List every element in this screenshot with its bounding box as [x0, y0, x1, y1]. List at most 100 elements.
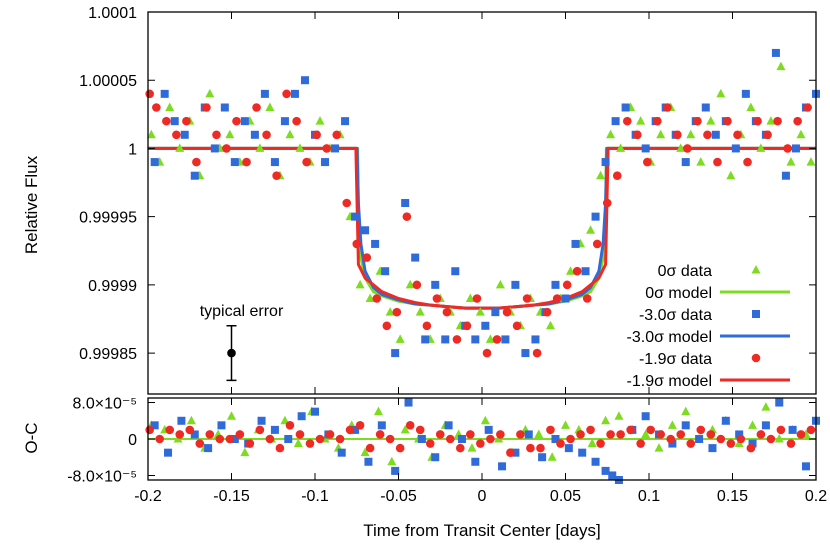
data-point-s0-21 [355, 279, 365, 289]
residual-point-s2-9 [235, 430, 245, 439]
data-point-s2-2 [162, 116, 171, 126]
legend-label-5: -1.9σ model [627, 373, 712, 390]
data-point-s0-0 [146, 129, 156, 139]
flux-y-tick-label-2: 1 [128, 141, 137, 158]
data-point-s2-28 [422, 321, 432, 331]
plot-axes-layer [147, 11, 817, 481]
data-point-s2-12 [262, 130, 271, 140]
flux-y-tick-label-1: 1.00005 [79, 73, 137, 90]
residual-point-s2-32 [466, 430, 475, 439]
data-point-s2-57 [713, 157, 722, 167]
residual-point-s2-10 [245, 439, 255, 448]
residual-point-s0-18 [387, 456, 397, 466]
data-point-s1-40 [551, 280, 560, 289]
data-point-s1-35 [501, 335, 510, 344]
residual-point-s2-49 [636, 439, 645, 448]
data-point-s1-32 [471, 335, 480, 344]
legend-label-4: -1.9σ data [639, 351, 712, 368]
residual-point-s2-31 [455, 443, 465, 453]
residual-point-s0-11 [293, 438, 303, 448]
data-point-s2-5 [192, 157, 201, 167]
residual-point-s1-30 [551, 435, 560, 443]
residual-point-s2-63 [776, 425, 786, 435]
data-point-s1-59 [741, 89, 750, 98]
residual-point-s2-66 [806, 425, 816, 435]
data-point-s2-46 [602, 198, 612, 208]
data-point-s1-15 [300, 76, 309, 85]
residual-point-s2-23 [375, 430, 385, 439]
data-point-s2-40 [542, 307, 552, 317]
data-point-s2-3 [172, 130, 181, 140]
data-point-s2-36 [502, 307, 512, 317]
data-point-s0-14 [285, 129, 295, 139]
residual-point-s1-25 [484, 425, 493, 434]
residual-point-s2-5 [195, 439, 205, 448]
data-point-s2-52 [663, 103, 672, 112]
residual-point-s2-47 [616, 430, 625, 439]
residual-point-s2-26 [405, 421, 415, 430]
residual-point-s2-37 [516, 430, 525, 439]
residual-point-s1-2 [177, 416, 186, 425]
residual-point-s2-25 [395, 443, 405, 453]
data-point-s1-25 [401, 199, 410, 207]
plot-text-layer: Time from Transit Center [days] Relative… [22, 5, 827, 540]
data-point-s2-9 [232, 116, 241, 126]
plot-lines-layer [148, 146, 816, 440]
model-curve-0 [148, 146, 816, 310]
residual-point-s2-56 [706, 430, 716, 439]
residual-point-s0-17 [373, 406, 383, 416]
residual-point-s2-15 [295, 430, 305, 439]
data-point-s1-28 [431, 280, 440, 289]
data-point-s1-22 [371, 239, 380, 248]
data-point-s2-33 [472, 294, 482, 303]
residual-point-s1-22 [444, 421, 453, 430]
residual-point-s1-45 [735, 430, 744, 439]
data-point-s1-37 [521, 349, 530, 358]
residual-point-s1-26 [498, 462, 507, 471]
residual-point-s2-24 [385, 434, 395, 444]
data-point-s1-27 [421, 335, 430, 344]
data-point-s2-22 [362, 253, 372, 262]
residual-point-s2-8 [225, 434, 235, 444]
legend-entry-4: -1.9σ data [639, 351, 761, 368]
data-point-s1-47 [621, 103, 630, 112]
data-point-s0-24 [385, 307, 395, 316]
data-point-s0-12 [265, 102, 275, 111]
residual-point-s1-34 [601, 466, 610, 475]
data-point-s0-60 [746, 102, 756, 111]
residual-point-s2-53 [676, 430, 686, 439]
data-point-s0-63 [776, 61, 786, 71]
data-point-s1-38 [531, 335, 540, 344]
data-point-s0-44 [586, 225, 596, 234]
data-point-s2-39 [532, 348, 542, 358]
data-point-s1-2 [170, 117, 179, 126]
residual-point-s2-54 [686, 439, 696, 448]
x-tick-label-3: -0.05 [380, 488, 417, 505]
residual-point-s0-19 [400, 424, 410, 434]
residual-point-s0-7 [240, 447, 250, 457]
residual-point-s0-31 [561, 420, 570, 429]
residual-point-s1-8 [257, 416, 266, 425]
residual-point-s1-41 [681, 421, 690, 430]
residual-point-s2-43 [576, 430, 585, 439]
data-point-s0-34 [485, 334, 495, 343]
data-point-s2-60 [743, 157, 752, 167]
data-point-s1-33 [481, 321, 490, 330]
data-point-s2-58 [723, 116, 732, 126]
residual-point-s1-29 [538, 453, 547, 462]
residual-point-s1-48 [775, 398, 784, 407]
data-point-s2-7 [212, 130, 221, 140]
data-point-s0-65 [796, 129, 806, 139]
data-point-s1-24 [391, 349, 400, 358]
data-point-s0-11 [255, 143, 265, 152]
data-point-s0-2 [165, 102, 175, 111]
data-point-s1-23 [381, 267, 390, 276]
data-point-s0-46 [606, 129, 616, 139]
residual-point-s2-50 [646, 425, 655, 435]
data-point-s0-27 [415, 307, 425, 316]
data-point-s1-9 [240, 117, 249, 126]
residual-point-s1-4 [204, 444, 213, 453]
data-point-s2-11 [252, 103, 261, 112]
data-point-s0-47 [616, 143, 626, 152]
data-point-s1-26 [411, 253, 420, 262]
